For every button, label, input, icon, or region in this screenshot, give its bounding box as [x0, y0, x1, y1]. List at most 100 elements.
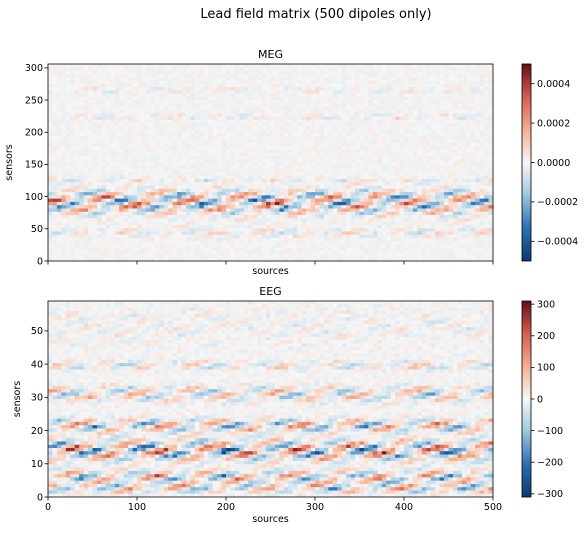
heatmap-cell: [359, 86, 365, 91]
heatmap-cell: [217, 103, 222, 108]
heatmap-cell: [381, 119, 387, 124]
heatmap-cell: [444, 208, 449, 213]
heatmap-cell: [257, 106, 262, 111]
heatmap-cell: [252, 86, 258, 91]
heatmap-cell: [315, 67, 320, 71]
heatmap-cell: [110, 113, 116, 117]
heatmap-cell: [395, 109, 400, 114]
heatmap-cell: [323, 116, 329, 121]
heatmap-cell: [426, 103, 432, 108]
heatmap-cell: [457, 116, 463, 121]
heatmap-cell: [332, 100, 338, 104]
heatmap-cell: [70, 96, 76, 101]
heatmap-cell: [123, 80, 129, 85]
heatmap-cell: [163, 132, 169, 137]
heatmap-cell: [337, 185, 343, 190]
heatmap-cell: [119, 201, 124, 206]
heatmap-cell: [292, 162, 298, 167]
heatmap-cell: [377, 169, 383, 173]
heatmap-cell: [70, 116, 76, 121]
heatmap-cell: [123, 178, 129, 183]
heatmap-cell: [328, 70, 334, 75]
heatmap-cell: [185, 67, 191, 71]
heatmap-cell: [452, 80, 458, 85]
heatmap-cell: [172, 146, 178, 150]
heatmap-cell: [123, 162, 129, 167]
heatmap-cell: [185, 70, 191, 75]
heatmap-cell: [159, 208, 165, 213]
heatmap-cell: [212, 73, 218, 78]
heatmap-cell: [96, 116, 102, 121]
heatmap-cell: [363, 80, 369, 85]
heatmap-cell: [417, 211, 423, 216]
heatmap-cell: [128, 208, 133, 213]
heatmap-cell: [203, 93, 209, 98]
heatmap-cell: [261, 149, 267, 153]
heatmap-cell: [355, 109, 360, 114]
heatmap-cell: [439, 132, 445, 137]
heatmap-cell: [96, 152, 102, 157]
heatmap-cell: [221, 201, 227, 206]
heatmap-cell: [154, 165, 160, 170]
heatmap-cell: [484, 159, 489, 163]
heatmap-cell: [83, 224, 89, 229]
heatmap-cell: [92, 175, 98, 180]
heatmap-cell: [145, 113, 151, 117]
heatmap-cell: [408, 188, 414, 193]
heatmap-cell: [461, 215, 467, 219]
heatmap-cell: [435, 188, 440, 193]
heatmap-cell: [92, 185, 98, 190]
heatmap-cell: [457, 139, 463, 144]
heatmap-cell: [297, 80, 302, 85]
heatmap-cell: [288, 208, 294, 213]
heatmap-cell: [430, 73, 436, 78]
heatmap-cell: [421, 205, 427, 209]
heatmap-cell: [48, 136, 53, 140]
heatmap-cell: [150, 70, 156, 75]
heatmap-cell: [119, 103, 124, 108]
heatmap-cell: [297, 175, 302, 180]
heatmap-cell: [421, 211, 427, 216]
heatmap-cell: [92, 142, 98, 147]
heatmap-cell: [332, 159, 338, 163]
heatmap-cell: [190, 67, 196, 71]
heatmap-cell: [399, 67, 405, 71]
heatmap-cell: [350, 123, 356, 127]
heatmap-cell: [56, 109, 62, 114]
heatmap-cell: [323, 165, 329, 170]
heatmap-cell: [484, 155, 489, 160]
heatmap-cell: [461, 185, 467, 190]
heatmap-cell: [239, 90, 245, 94]
heatmap-cell: [212, 224, 218, 229]
heatmap-cell: [355, 169, 360, 173]
heatmap-cell: [479, 109, 485, 114]
heatmap-cell: [310, 64, 316, 68]
heatmap-cell: [74, 109, 80, 114]
heatmap-cell: [421, 215, 427, 219]
heatmap-cell: [412, 64, 418, 68]
heatmap-cell: [448, 159, 454, 163]
heatmap-cell: [359, 129, 365, 134]
heatmap-cell: [243, 152, 249, 157]
heatmap-cell: [110, 80, 116, 85]
heatmap-cell: [408, 152, 414, 157]
heatmap-cell: [226, 146, 231, 150]
heatmap-cell: [150, 106, 156, 111]
heatmap-cell: [381, 215, 387, 219]
heatmap-cell: [96, 172, 102, 176]
heatmap-cell: [230, 103, 236, 108]
heatmap-cell: [163, 70, 169, 75]
heatmap-cell: [408, 64, 414, 68]
heatmap-cell: [221, 175, 227, 180]
heatmap-cell: [435, 192, 440, 196]
heatmap-cell: [444, 205, 449, 209]
heatmap-cell: [395, 83, 400, 88]
heatmap-cell: [181, 182, 187, 186]
heatmap-cell: [181, 155, 187, 160]
heatmap-cell: [421, 221, 427, 226]
heatmap-cell: [435, 211, 440, 216]
heatmap-cell: [70, 224, 76, 229]
heatmap-cell: [390, 106, 396, 111]
heatmap-cell: [283, 221, 289, 226]
heatmap-cell: [332, 139, 338, 144]
